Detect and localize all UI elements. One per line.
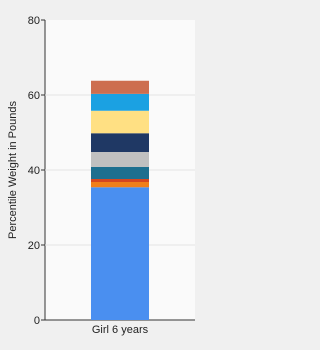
x-tick-label: Girl 6 years bbox=[92, 324, 149, 336]
y-tick-label: 40 bbox=[28, 165, 40, 177]
bar-segment bbox=[91, 167, 149, 179]
bar-segment bbox=[91, 152, 149, 167]
y-tick-label: 80 bbox=[28, 15, 40, 27]
bar-segment bbox=[91, 187, 149, 320]
bar-segment bbox=[91, 80, 149, 94]
y-tick-label: 20 bbox=[28, 240, 40, 252]
y-tick-label: 60 bbox=[28, 90, 40, 102]
y-tick-label: 0 bbox=[34, 315, 40, 327]
bar-segment bbox=[91, 133, 149, 152]
bar-segment bbox=[91, 93, 149, 111]
bar-segment bbox=[91, 110, 149, 134]
bar-segment bbox=[91, 182, 149, 188]
y-axis-title: Percentile Weight in Pounds bbox=[7, 101, 19, 239]
bar-segment bbox=[91, 179, 149, 182]
chart: Percentile Weight in Pounds 0 20 40 60 80 Gir… bbox=[7, 15, 195, 336]
